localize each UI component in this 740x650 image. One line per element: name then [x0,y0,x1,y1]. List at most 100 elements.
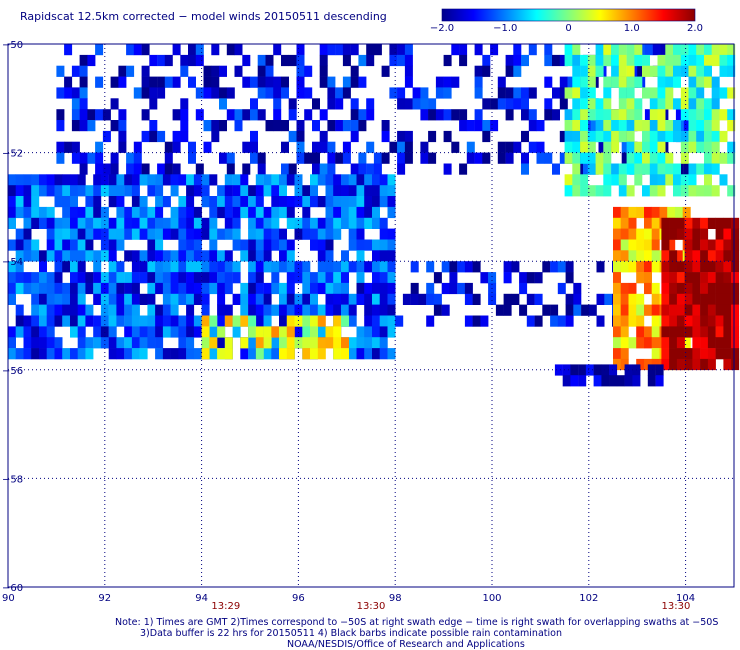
data-cell [255,304,264,316]
data-cell [286,293,295,305]
data-cell [170,261,179,273]
data-cell [472,315,481,327]
data-cell [373,163,382,175]
data-cell [651,282,660,295]
data-cell [669,228,678,240]
data-cell [580,174,589,186]
data-cell [372,337,380,349]
data-cell [636,206,645,219]
data-cell [451,141,460,153]
data-cell [126,44,135,56]
data-cell [108,293,117,305]
data-cell [155,348,164,360]
data-cell [255,250,264,262]
data-cell [348,315,357,327]
data-cell [317,196,326,208]
data-cell [155,185,164,197]
data-cell [62,315,71,327]
data-cell [634,44,643,56]
data-cell [603,141,612,153]
data-cell [224,250,233,262]
data-cell [364,217,373,229]
data-cell [64,141,73,153]
data-cell [116,348,125,360]
data-cell [497,141,506,153]
data-cell [201,293,210,305]
data-cell [651,315,660,327]
data-cell [193,206,202,219]
data-cell [580,109,589,121]
data-cell [62,348,71,360]
data-cell [93,196,102,208]
data-cell [203,120,212,132]
data-cell [263,261,272,273]
data-cell [180,98,189,110]
data-cell [56,141,65,153]
data-cell [426,293,435,305]
data-cell [265,65,274,77]
data-cell [350,65,359,77]
data-cell [155,196,164,208]
data-cell [657,109,666,121]
data-cell [688,130,697,143]
data-cell [131,185,140,197]
data-cell [54,174,63,186]
data-cell [23,185,32,197]
data-cell [224,348,233,360]
data-cell [704,109,712,121]
data-cell [564,54,573,67]
data-cell [255,272,264,284]
data-cell [248,217,257,229]
data-cell [71,109,80,121]
data-cell [528,109,537,121]
data-cell [149,130,158,143]
data-cell [31,282,40,295]
data-cell [54,272,63,284]
data-cell [180,120,189,132]
data-cell [193,326,202,338]
data-cell [704,185,712,197]
data-cell [56,152,65,164]
data-cell [31,206,40,219]
data-cell [404,141,413,153]
data-cell [731,272,740,284]
data-cell [193,250,202,262]
data-cell [587,163,596,175]
data-cell [62,228,71,240]
data-cell [317,217,326,229]
data-cell [302,217,311,229]
data-cell [673,65,681,77]
data-cell [474,76,483,88]
data-cell [644,217,652,229]
data-cell [379,239,388,251]
data-cell [449,272,458,284]
data-cell [676,217,685,229]
data-cell [304,152,313,164]
data-cell [644,326,652,338]
data-cell [333,185,342,197]
data-cell [680,185,689,197]
data-cell [71,141,80,153]
data-cell [341,196,349,208]
data-cell [692,337,701,349]
data-cell [164,141,173,153]
data-cell [565,272,574,284]
data-cell [273,120,282,132]
data-cell [250,109,258,121]
data-cell [420,109,429,121]
data-cell [133,87,142,99]
data-cell [62,293,71,305]
data-cell [700,250,709,262]
data-cell [281,87,289,99]
data-cell [684,348,693,360]
data-cell [133,152,142,164]
data-cell [611,120,620,132]
data-cell [70,315,78,327]
data-cell [356,348,365,360]
data-cell [443,163,452,175]
data-cell [715,217,724,229]
data-cell [234,65,243,77]
data-cell [31,315,40,327]
data-cell [149,76,158,88]
data-cell [85,239,94,251]
